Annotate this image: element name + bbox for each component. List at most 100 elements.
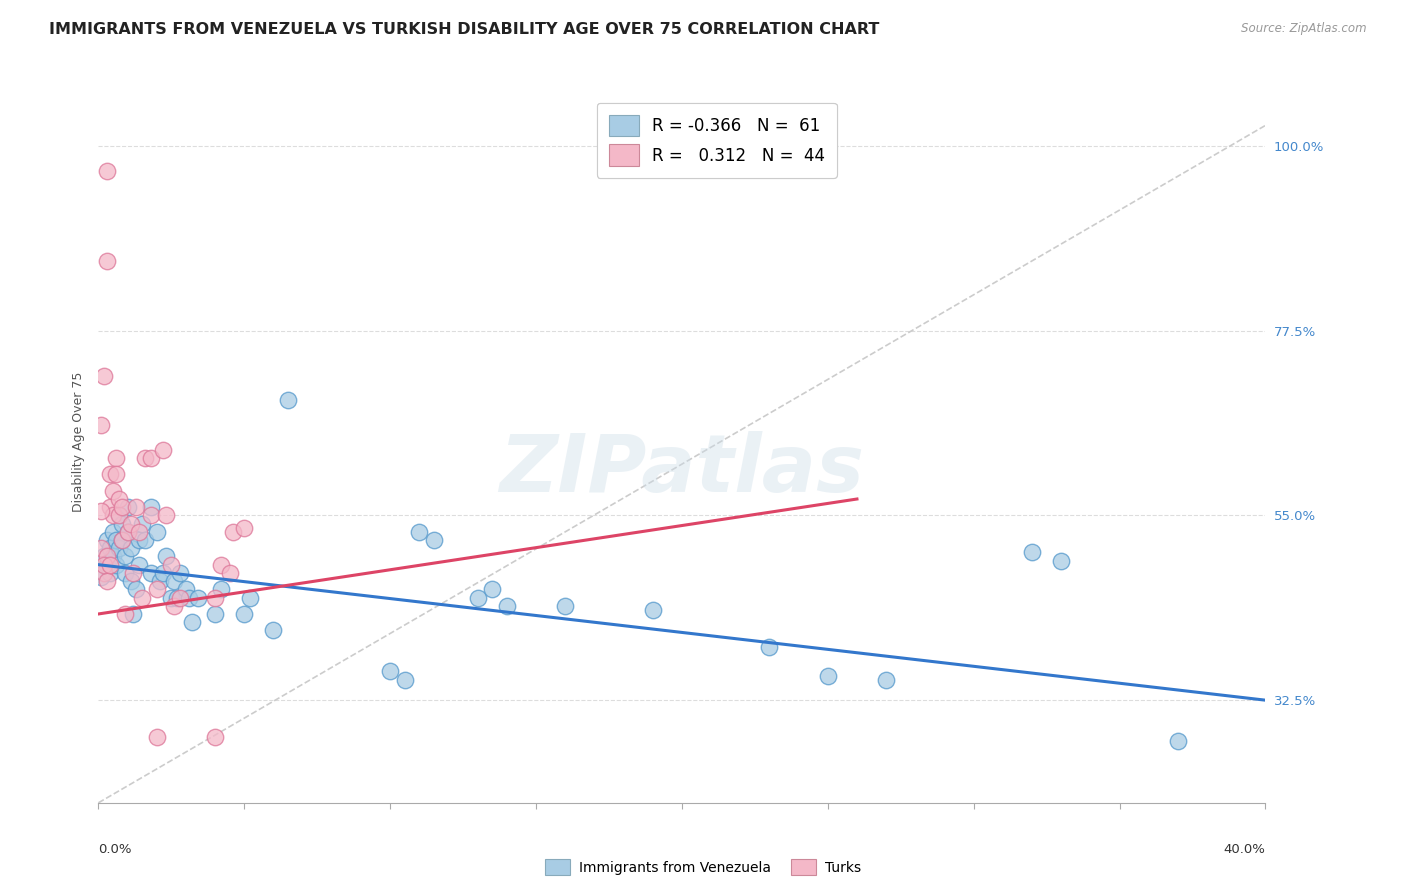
Point xyxy=(139,508,162,523)
Point xyxy=(96,163,118,178)
Point xyxy=(209,582,232,597)
Point xyxy=(108,508,131,523)
Point xyxy=(114,549,136,564)
Point xyxy=(108,491,131,506)
Point xyxy=(155,508,177,523)
Point xyxy=(394,673,416,687)
Point xyxy=(209,558,232,572)
Point xyxy=(101,549,124,564)
Point xyxy=(101,524,124,539)
Point xyxy=(817,668,839,682)
Legend: Immigrants from Venezuela, Turks: Immigrants from Venezuela, Turks xyxy=(540,854,866,880)
Point xyxy=(221,524,243,539)
Point xyxy=(166,591,188,605)
Point xyxy=(239,591,262,605)
Point xyxy=(233,607,256,621)
Text: ZIPatlas: ZIPatlas xyxy=(499,432,865,509)
Point xyxy=(114,566,136,580)
Point xyxy=(114,607,136,621)
Point xyxy=(146,582,169,597)
Point xyxy=(111,533,134,547)
Point xyxy=(169,591,191,605)
Point xyxy=(180,615,202,630)
Point xyxy=(90,418,112,433)
Y-axis label: Disability Age Over 75: Disability Age Over 75 xyxy=(72,371,84,512)
Point xyxy=(155,549,177,564)
Point xyxy=(134,450,156,465)
Point xyxy=(101,508,124,523)
Point xyxy=(104,558,127,572)
Point xyxy=(174,582,197,597)
Point xyxy=(117,500,139,515)
Point xyxy=(101,483,124,498)
Point xyxy=(131,516,153,531)
Point xyxy=(104,533,127,547)
Text: Source: ZipAtlas.com: Source: ZipAtlas.com xyxy=(1241,22,1367,36)
Point xyxy=(96,549,118,564)
Point xyxy=(204,730,226,744)
Point xyxy=(160,558,183,572)
Point xyxy=(554,599,576,613)
Point xyxy=(93,558,115,572)
Point xyxy=(125,500,148,515)
Point xyxy=(481,582,503,597)
Point xyxy=(98,558,121,572)
Text: 40.0%: 40.0% xyxy=(1223,843,1265,856)
Point xyxy=(128,524,150,539)
Point xyxy=(104,467,127,482)
Point xyxy=(277,393,299,408)
Point xyxy=(125,582,148,597)
Point xyxy=(96,574,118,588)
Point xyxy=(90,570,112,584)
Point xyxy=(117,524,139,539)
Point xyxy=(122,566,145,580)
Point xyxy=(111,533,134,547)
Point xyxy=(98,500,121,515)
Point xyxy=(111,516,134,531)
Point xyxy=(98,566,121,580)
Point xyxy=(146,730,169,744)
Point xyxy=(218,566,240,580)
Point xyxy=(1050,553,1073,567)
Text: 0.0%: 0.0% xyxy=(98,843,132,856)
Point xyxy=(128,558,150,572)
Point xyxy=(496,599,519,613)
Point xyxy=(177,591,200,605)
Point xyxy=(98,467,121,482)
Point xyxy=(152,566,174,580)
Point xyxy=(111,500,134,515)
Point xyxy=(146,524,169,539)
Point xyxy=(122,607,145,621)
Point xyxy=(96,253,118,268)
Point xyxy=(108,541,131,556)
Point xyxy=(467,591,489,605)
Point xyxy=(758,640,780,654)
Point xyxy=(233,521,256,535)
Point xyxy=(93,566,115,580)
Point xyxy=(108,508,131,523)
Point xyxy=(163,574,186,588)
Point xyxy=(90,504,112,518)
Point xyxy=(641,603,664,617)
Point xyxy=(204,607,226,621)
Point xyxy=(93,549,115,564)
Point xyxy=(1167,734,1189,748)
Point xyxy=(98,541,121,556)
Point xyxy=(128,533,150,547)
Point xyxy=(1021,545,1043,559)
Point xyxy=(120,541,142,556)
Point xyxy=(408,524,430,539)
Point xyxy=(117,524,139,539)
Legend: R = -0.366   N =  61, R =   0.312   N =  44: R = -0.366 N = 61, R = 0.312 N = 44 xyxy=(598,103,837,178)
Point xyxy=(134,533,156,547)
Point xyxy=(204,591,226,605)
Point xyxy=(139,566,162,580)
Point xyxy=(120,516,142,531)
Point xyxy=(93,368,115,383)
Point xyxy=(90,541,112,556)
Point xyxy=(169,566,191,580)
Point xyxy=(104,450,127,465)
Point xyxy=(423,533,446,547)
Point xyxy=(139,450,162,465)
Point xyxy=(149,574,172,588)
